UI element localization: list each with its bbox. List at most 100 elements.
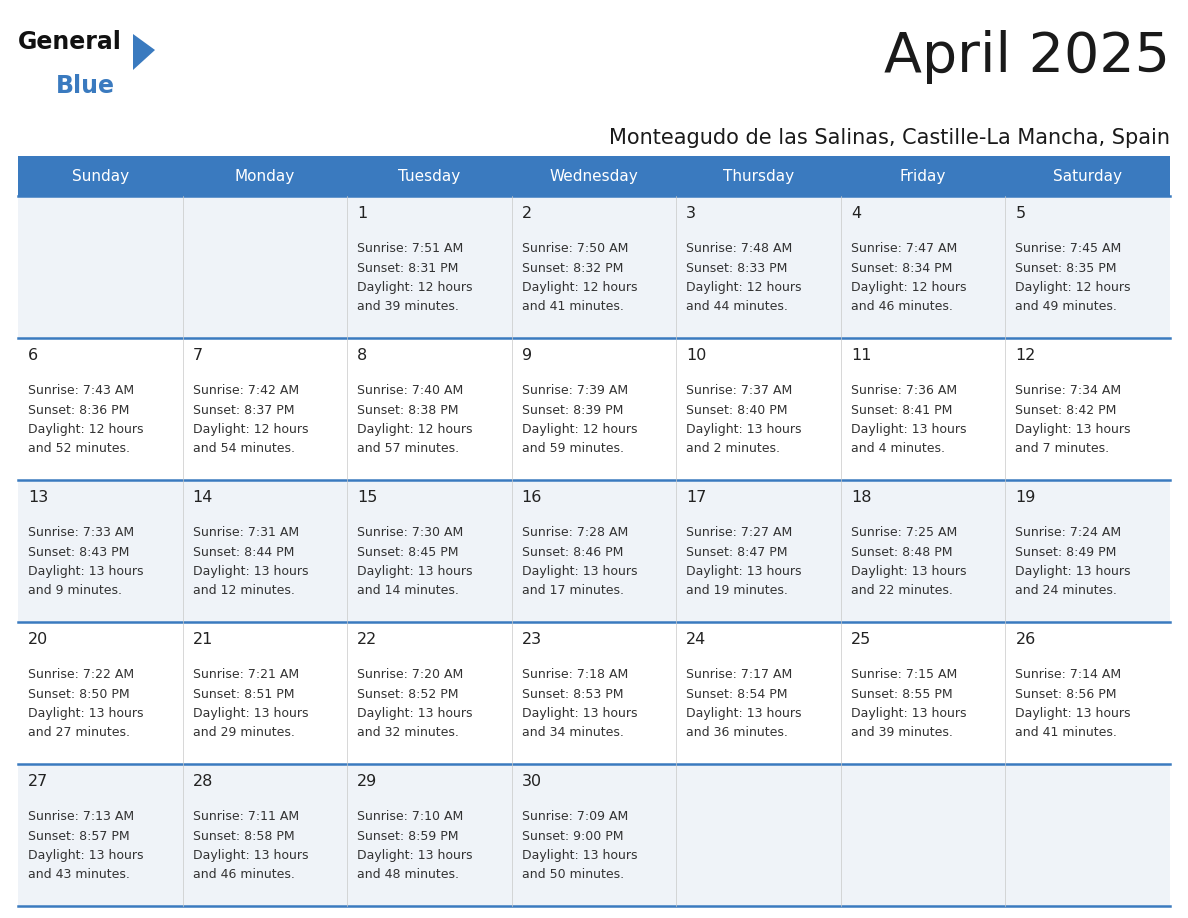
Text: Sunset: 8:52 PM: Sunset: 8:52 PM xyxy=(358,688,459,700)
Text: Sunrise: 7:17 AM: Sunrise: 7:17 AM xyxy=(687,668,792,681)
Text: Sunset: 8:32 PM: Sunset: 8:32 PM xyxy=(522,262,623,274)
Text: Sunset: 8:41 PM: Sunset: 8:41 PM xyxy=(851,404,953,417)
Text: and 50 minutes.: and 50 minutes. xyxy=(522,868,624,881)
Text: 5: 5 xyxy=(1016,206,1025,221)
Text: 20: 20 xyxy=(29,632,49,647)
Bar xyxy=(18,338,1170,480)
Text: Sunset: 8:51 PM: Sunset: 8:51 PM xyxy=(192,688,295,700)
Text: Daylight: 12 hours: Daylight: 12 hours xyxy=(522,281,637,294)
Text: Daylight: 13 hours: Daylight: 13 hours xyxy=(522,707,637,720)
Text: and 34 minutes.: and 34 minutes. xyxy=(522,726,624,740)
Text: Blue: Blue xyxy=(56,74,115,98)
Text: 2: 2 xyxy=(522,206,532,221)
Text: and 2 minutes.: and 2 minutes. xyxy=(687,442,781,455)
Text: and 7 minutes.: and 7 minutes. xyxy=(1016,442,1110,455)
Text: Sunset: 8:35 PM: Sunset: 8:35 PM xyxy=(1016,262,1117,274)
Text: 24: 24 xyxy=(687,632,707,647)
Text: Sunset: 8:34 PM: Sunset: 8:34 PM xyxy=(851,262,953,274)
Text: Daylight: 12 hours: Daylight: 12 hours xyxy=(358,423,473,436)
Text: Sunset: 8:48 PM: Sunset: 8:48 PM xyxy=(851,545,953,558)
Text: Sunrise: 7:27 AM: Sunrise: 7:27 AM xyxy=(687,526,792,539)
Text: 4: 4 xyxy=(851,206,861,221)
Text: Sunrise: 7:24 AM: Sunrise: 7:24 AM xyxy=(1016,526,1121,539)
Text: Sunrise: 7:10 AM: Sunrise: 7:10 AM xyxy=(358,810,463,823)
Text: and 12 minutes.: and 12 minutes. xyxy=(192,585,295,598)
Text: 22: 22 xyxy=(358,632,378,647)
Text: Wednesday: Wednesday xyxy=(550,169,638,184)
Text: Sunrise: 7:45 AM: Sunrise: 7:45 AM xyxy=(1016,242,1121,255)
Bar xyxy=(18,156,1170,196)
Text: 13: 13 xyxy=(29,490,49,505)
Text: and 17 minutes.: and 17 minutes. xyxy=(522,585,624,598)
Text: Sunrise: 7:37 AM: Sunrise: 7:37 AM xyxy=(687,384,792,397)
Text: 23: 23 xyxy=(522,632,542,647)
Text: Saturday: Saturday xyxy=(1054,169,1123,184)
Text: and 19 minutes.: and 19 minutes. xyxy=(687,585,788,598)
Text: Sunrise: 7:48 AM: Sunrise: 7:48 AM xyxy=(687,242,792,255)
Text: Sunrise: 7:31 AM: Sunrise: 7:31 AM xyxy=(192,526,298,539)
Text: Sunrise: 7:13 AM: Sunrise: 7:13 AM xyxy=(29,810,134,823)
Text: and 39 minutes.: and 39 minutes. xyxy=(358,300,459,314)
Text: Monday: Monday xyxy=(235,169,295,184)
Text: and 41 minutes.: and 41 minutes. xyxy=(1016,726,1117,740)
Text: Sunset: 8:54 PM: Sunset: 8:54 PM xyxy=(687,688,788,700)
Text: Sunset: 9:00 PM: Sunset: 9:00 PM xyxy=(522,830,624,843)
Text: and 57 minutes.: and 57 minutes. xyxy=(358,442,460,455)
Text: Daylight: 13 hours: Daylight: 13 hours xyxy=(29,849,144,862)
Text: Sunrise: 7:18 AM: Sunrise: 7:18 AM xyxy=(522,668,628,681)
Text: and 36 minutes.: and 36 minutes. xyxy=(687,726,788,740)
Text: and 54 minutes.: and 54 minutes. xyxy=(192,442,295,455)
Text: Daylight: 13 hours: Daylight: 13 hours xyxy=(358,707,473,720)
Text: 27: 27 xyxy=(29,774,49,789)
Text: Sunrise: 7:36 AM: Sunrise: 7:36 AM xyxy=(851,384,958,397)
Text: 3: 3 xyxy=(687,206,696,221)
Text: and 46 minutes.: and 46 minutes. xyxy=(192,868,295,881)
Text: Daylight: 13 hours: Daylight: 13 hours xyxy=(851,565,966,578)
Text: Sunset: 8:50 PM: Sunset: 8:50 PM xyxy=(29,688,129,700)
Text: Sunset: 8:45 PM: Sunset: 8:45 PM xyxy=(358,545,459,558)
Text: Daylight: 13 hours: Daylight: 13 hours xyxy=(851,423,966,436)
Text: Daylight: 13 hours: Daylight: 13 hours xyxy=(687,707,802,720)
Text: Daylight: 13 hours: Daylight: 13 hours xyxy=(1016,565,1131,578)
Text: Sunset: 8:40 PM: Sunset: 8:40 PM xyxy=(687,404,788,417)
Text: Daylight: 13 hours: Daylight: 13 hours xyxy=(192,707,308,720)
Text: Daylight: 12 hours: Daylight: 12 hours xyxy=(358,281,473,294)
Text: 9: 9 xyxy=(522,348,532,363)
Text: and 48 minutes.: and 48 minutes. xyxy=(358,868,459,881)
Text: Sunset: 8:58 PM: Sunset: 8:58 PM xyxy=(192,830,295,843)
Text: Monteagudo de las Salinas, Castille-La Mancha, Spain: Monteagudo de las Salinas, Castille-La M… xyxy=(609,128,1170,148)
Text: Daylight: 12 hours: Daylight: 12 hours xyxy=(851,281,966,294)
Polygon shape xyxy=(133,34,154,70)
Text: and 49 minutes.: and 49 minutes. xyxy=(1016,300,1117,314)
Text: 1: 1 xyxy=(358,206,367,221)
Text: and 14 minutes.: and 14 minutes. xyxy=(358,585,459,598)
Text: Daylight: 13 hours: Daylight: 13 hours xyxy=(358,849,473,862)
Bar xyxy=(18,622,1170,764)
Text: Daylight: 13 hours: Daylight: 13 hours xyxy=(29,707,144,720)
Text: Sunrise: 7:22 AM: Sunrise: 7:22 AM xyxy=(29,668,134,681)
Text: Sunrise: 7:50 AM: Sunrise: 7:50 AM xyxy=(522,242,628,255)
Text: Sunrise: 7:09 AM: Sunrise: 7:09 AM xyxy=(522,810,628,823)
Text: 28: 28 xyxy=(192,774,213,789)
Text: April 2025: April 2025 xyxy=(884,30,1170,84)
Text: and 39 minutes.: and 39 minutes. xyxy=(851,726,953,740)
Text: Daylight: 13 hours: Daylight: 13 hours xyxy=(1016,707,1131,720)
Text: and 24 minutes.: and 24 minutes. xyxy=(1016,585,1117,598)
Text: 21: 21 xyxy=(192,632,213,647)
Text: Sunset: 8:37 PM: Sunset: 8:37 PM xyxy=(192,404,295,417)
Text: and 27 minutes.: and 27 minutes. xyxy=(29,726,129,740)
Bar xyxy=(18,764,1170,906)
Text: 18: 18 xyxy=(851,490,871,505)
Text: Sunrise: 7:51 AM: Sunrise: 7:51 AM xyxy=(358,242,463,255)
Text: Sunrise: 7:14 AM: Sunrise: 7:14 AM xyxy=(1016,668,1121,681)
Text: Daylight: 12 hours: Daylight: 12 hours xyxy=(687,281,802,294)
Text: 19: 19 xyxy=(1016,490,1036,505)
Text: 11: 11 xyxy=(851,348,871,363)
Bar xyxy=(18,480,1170,622)
Text: Sunset: 8:53 PM: Sunset: 8:53 PM xyxy=(522,688,624,700)
Text: Daylight: 13 hours: Daylight: 13 hours xyxy=(687,565,802,578)
Text: Daylight: 13 hours: Daylight: 13 hours xyxy=(1016,423,1131,436)
Text: 25: 25 xyxy=(851,632,871,647)
Text: Sunset: 8:31 PM: Sunset: 8:31 PM xyxy=(358,262,459,274)
Text: Tuesday: Tuesday xyxy=(398,169,461,184)
